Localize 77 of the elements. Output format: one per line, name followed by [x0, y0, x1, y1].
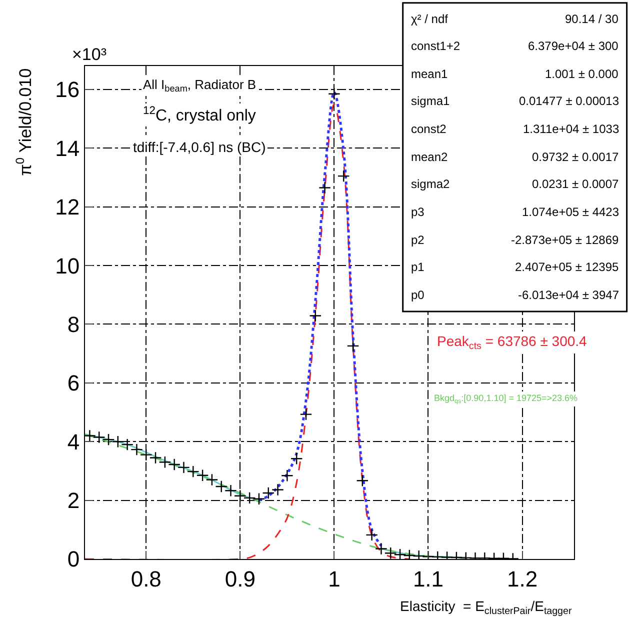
- annotation: 2.407e+05 ± 12395: [515, 260, 620, 274]
- x-axis-title: Elasticity = E$_{clusterPair}$/E$_{tagger}$: [400, 598, 572, 617]
- text: 6.379e+04 ± 300: [528, 39, 619, 53]
- y-tick-label: 2: [67, 488, 80, 514]
- x-tick-label: 1.1: [412, 566, 444, 592]
- annotation: 0.0231 ± 0.0007: [532, 177, 619, 191]
- annotation: p3: [411, 205, 425, 219]
- point: [121, 438, 134, 451]
- annotation: Peak$_{cts}$ = 63786 ± 300.4: [437, 333, 588, 352]
- annotation: -2.873e+05 ± 12869: [511, 233, 620, 247]
- point: [168, 458, 181, 471]
- point: [309, 310, 322, 322]
- point: [215, 480, 228, 493]
- point: [140, 448, 152, 462]
- annotation: 1.001 ± 0.000: [545, 67, 619, 81]
- point: [394, 548, 406, 559]
- text: ×10³: [72, 45, 107, 64]
- annotation: Bkgd$_{qs}$:[0.90,1.10] = 19725=>23.6%: [434, 393, 578, 405]
- annotation: $^{12}$C, crystal only: [143, 105, 256, 125]
- x-tick-label: 1: [328, 566, 340, 592]
- text: χ² / ndf: [411, 12, 449, 26]
- point: [318, 182, 331, 194]
- annotation: sigma1: [411, 94, 450, 108]
- annotation: mean2: [411, 150, 448, 164]
- point: [243, 492, 256, 504]
- point: [356, 474, 369, 487]
- point: [375, 542, 388, 555]
- point: [196, 469, 209, 482]
- line-series: [85, 103, 410, 559]
- y-tick-label: 16: [55, 77, 80, 102]
- y-tick-label: 0: [67, 546, 80, 572]
- annotation: 1.311e+04 ± 1033: [523, 122, 620, 136]
- y-tick-label: 6: [67, 370, 80, 396]
- annotation: tdiff:[-7.4,0.6] ns (BC): [133, 139, 266, 155]
- annotation: 0.01477 ± 0.00013: [519, 94, 620, 108]
- point: [328, 88, 340, 100]
- annotation: 0.9732 ± 0.0017: [532, 150, 619, 164]
- point: [272, 484, 284, 496]
- point: [262, 486, 275, 500]
- point: [384, 546, 397, 559]
- text: 90.14 / 30: [565, 12, 619, 26]
- y-tick-label: 8: [67, 312, 80, 337]
- point: [178, 461, 190, 474]
- x-tick-label: 0.8: [130, 566, 162, 592]
- annotation: p2: [411, 233, 425, 247]
- annotation: mean1: [411, 67, 448, 81]
- y-tick-label: 14: [55, 136, 80, 161]
- point: [366, 528, 378, 542]
- annotation: p1: [411, 260, 425, 274]
- point: [130, 443, 143, 456]
- point: [102, 433, 115, 446]
- point: [300, 408, 312, 421]
- point: [92, 431, 106, 444]
- y-tick-label: 4: [67, 429, 80, 454]
- annotation: 1.074e+05 ± 4423: [522, 205, 620, 219]
- point: [158, 456, 172, 468]
- point: [280, 469, 294, 482]
- point: [252, 492, 266, 506]
- text: const1+2: [411, 39, 460, 53]
- annotation: p0: [411, 288, 425, 302]
- point: [234, 490, 246, 502]
- annotation: sigma2: [411, 177, 450, 191]
- point: [224, 484, 237, 497]
- point: [206, 474, 218, 486]
- x-tick-label: 0.9: [224, 566, 256, 592]
- point: [346, 340, 360, 352]
- y-tick-label: 10: [55, 253, 80, 278]
- point: [149, 452, 162, 464]
- point: [337, 170, 350, 182]
- annotation: -6.013e+04 ± 3947: [518, 288, 620, 302]
- y-tick-label: 12: [55, 194, 80, 220]
- point: [290, 452, 303, 465]
- annotation: All I$_{beam}$, Radiator B: [143, 77, 256, 94]
- annotation: const2: [411, 122, 447, 136]
- point: [186, 465, 200, 478]
- point: [112, 435, 124, 448]
- x-tick-label: 1.2: [506, 566, 538, 592]
